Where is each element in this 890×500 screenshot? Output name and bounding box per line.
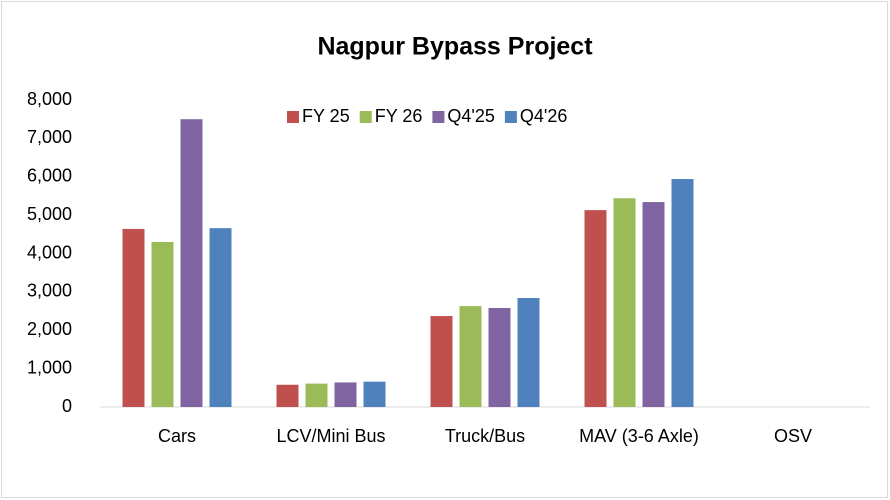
bar <box>517 298 540 407</box>
legend-label: FY 26 <box>375 106 423 126</box>
bar <box>305 383 328 407</box>
y-tick-label: 4,000 <box>27 242 72 262</box>
y-tick-label: 8,000 <box>27 89 72 109</box>
chart-title: Nagpur Bypass Project <box>317 33 593 61</box>
bar <box>613 198 636 407</box>
legend-label: Q4'26 <box>520 106 567 126</box>
bar <box>122 228 145 407</box>
bar <box>363 381 386 407</box>
bar <box>209 228 232 407</box>
y-tick-label: 5,000 <box>27 204 72 224</box>
x-tick-label: MAV (3-6 Axle) <box>579 426 699 446</box>
legend-swatch <box>504 111 517 123</box>
bar <box>671 179 694 407</box>
bar <box>180 119 203 407</box>
legend-swatch <box>287 111 299 123</box>
y-tick-label: 2,000 <box>27 319 72 339</box>
x-tick-label: Truck/Bus <box>445 426 525 446</box>
bar <box>430 316 453 407</box>
x-tick-label: Cars <box>158 426 196 446</box>
x-tick-label: OSV <box>774 426 812 446</box>
x-tick-label: LCV/Mini Bus <box>276 426 385 446</box>
bar <box>488 307 511 407</box>
y-tick-label: 6,000 <box>27 166 72 186</box>
bar <box>584 210 607 407</box>
legend-swatch <box>432 111 445 123</box>
y-tick-label: 0 <box>62 396 72 416</box>
y-tick-label: 7,000 <box>27 127 72 147</box>
legend-label: Q4'25 <box>447 106 494 126</box>
bar <box>459 306 482 407</box>
legend-label: FY 25 <box>302 106 350 126</box>
legend-swatch <box>359 111 372 123</box>
bar <box>642 202 665 407</box>
y-tick-label: 1,000 <box>27 357 72 377</box>
bar <box>276 384 299 407</box>
bar <box>151 241 174 407</box>
y-tick-label: 3,000 <box>27 281 72 301</box>
bar <box>334 382 357 407</box>
